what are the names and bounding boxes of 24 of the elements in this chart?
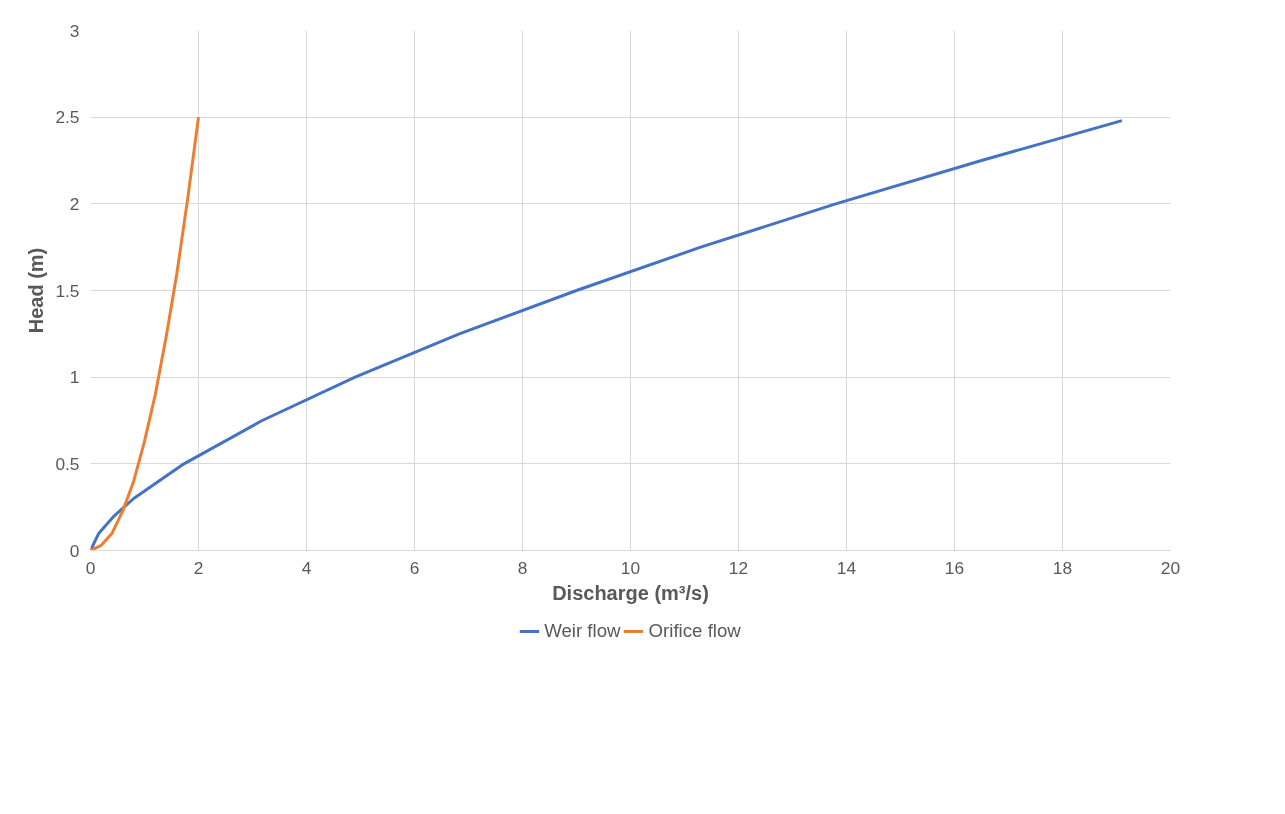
x-tick-label: 4 [301, 557, 312, 578]
x-tick-label: 12 [728, 557, 749, 578]
x-tick-label: 20 [1160, 557, 1181, 578]
line-series [90, 115, 200, 551]
x-tick-label: 14 [836, 557, 857, 578]
x-axis-title: Discharge (m³/s) [552, 581, 709, 604]
x-tick-label: 10 [620, 557, 641, 578]
x-tick-label: 8 [517, 557, 528, 578]
y-tick-label: 1 [69, 367, 80, 388]
x-tick-label: 0 [85, 557, 96, 578]
x-tick-label: 6 [409, 557, 420, 578]
y-tick-label: 3 [69, 20, 80, 41]
x-tick-label: 2 [193, 557, 204, 578]
x-tick-label: 16 [944, 557, 965, 578]
y-tick-label: 0 [69, 540, 80, 561]
line-series [90, 119, 1124, 551]
y-tick-label: 2 [69, 193, 80, 214]
y-tick-label: 0.5 [55, 453, 80, 474]
y-tick-label: 1.5 [55, 280, 80, 301]
legend-label: Weir flow [544, 620, 621, 642]
y-axis-title: Head (m) [25, 247, 48, 334]
y-tick-label: 2.5 [55, 107, 80, 128]
legend-label: Orifice flow [648, 620, 741, 642]
x-tick-label: 18 [1052, 557, 1073, 578]
